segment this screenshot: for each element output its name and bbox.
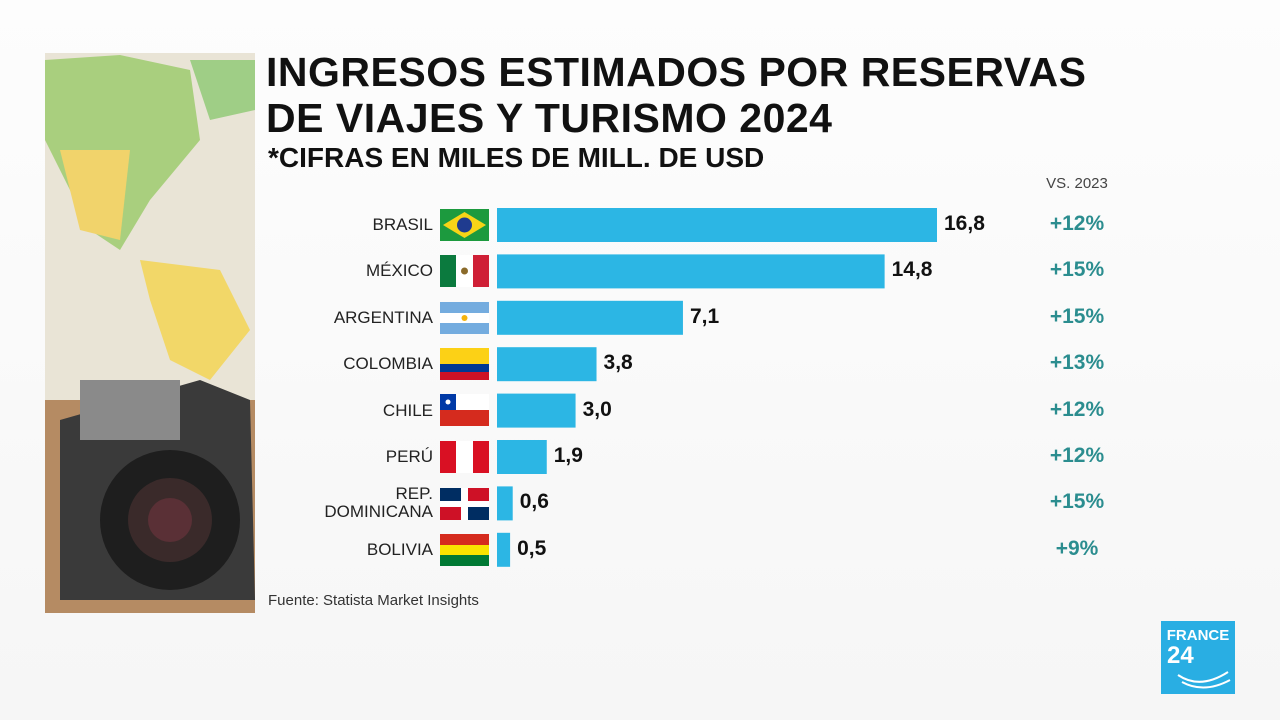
flag-bolivia — [440, 534, 489, 566]
flag-peru — [440, 441, 489, 473]
comparison-value: +9% — [1055, 536, 1099, 560]
flag-dominican-republic — [440, 488, 489, 520]
comparison-value: +12% — [1049, 444, 1105, 467]
logo — [1161, 621, 1235, 694]
category-label: CHILE — [382, 400, 433, 420]
bar — [497, 254, 885, 289]
bar — [497, 300, 683, 335]
source: Fuente: Statista Market Insights — [268, 592, 479, 609]
photo — [45, 53, 255, 613]
flag-colombia — [440, 348, 489, 380]
value-label: 3,8 — [603, 351, 633, 375]
category-label: MÉXICO — [365, 261, 433, 281]
comparison-value: +15% — [1049, 258, 1105, 282]
flag-argentina — [440, 302, 489, 334]
category-label: BOLIVIA — [366, 539, 433, 559]
bar — [497, 347, 597, 382]
comparison-value: +15% — [1049, 304, 1105, 328]
bar — [497, 440, 547, 474]
category-label: PERÚ — [385, 447, 433, 466]
flag-brazil — [440, 209, 489, 241]
chart-subtitle: *CIFRAS EN MILES DE MILL. DE USD — [268, 142, 765, 173]
value-label: 0,6 — [519, 490, 549, 514]
comparison-value: +13% — [1049, 351, 1105, 375]
category-label: COLOMBIA — [343, 354, 433, 374]
comparison-header: VS. 2023 — [1046, 175, 1108, 192]
value-label: 14,8 — [891, 258, 933, 282]
chart-title: INGRESOS ESTIMADOS POR RESERVAS — [266, 49, 1087, 95]
value-label: 7,1 — [689, 304, 720, 328]
bar — [497, 393, 576, 428]
chart-title: DE VIAJES Y TURISMO 2024 — [266, 95, 833, 141]
flags — [440, 209, 489, 566]
bar — [497, 532, 511, 567]
value-label: 3,0 — [582, 397, 612, 421]
value-label: 0,5 — [517, 536, 547, 560]
comparison-value: +12% — [1049, 212, 1105, 235]
category-label: REP. DOMINICANA — [324, 484, 433, 522]
comparison-value: +12% — [1049, 397, 1105, 421]
value-label: 1,9 — [553, 444, 583, 467]
bar — [497, 486, 513, 521]
flag-mexico — [440, 255, 489, 287]
logo-name: FRANCE — [1166, 627, 1230, 644]
category-label: ARGENTINA — [333, 307, 433, 327]
category-label: BRASIL — [372, 215, 433, 234]
comparison-value: +15% — [1049, 490, 1105, 514]
bar — [497, 208, 937, 242]
flag-chile — [440, 394, 489, 426]
value-label: 16,8 — [944, 212, 985, 235]
logo-number: 24 — [1167, 642, 1194, 669]
